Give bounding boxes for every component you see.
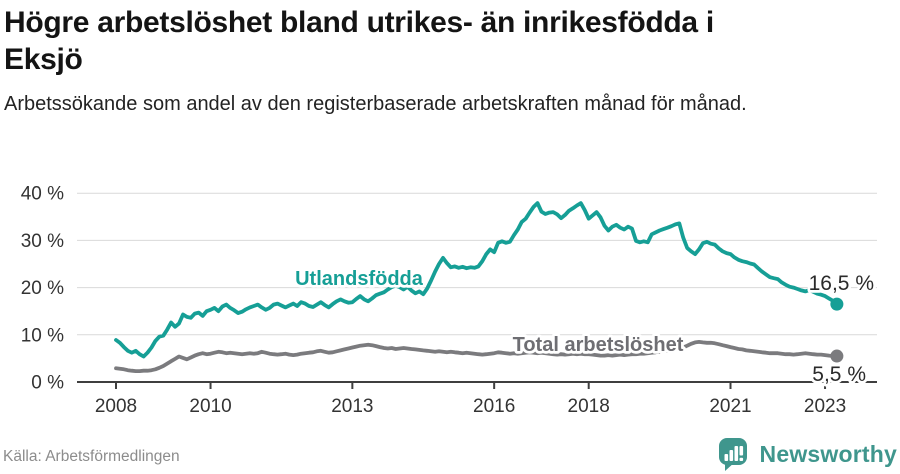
- x-axis-tick-label: 2021: [709, 396, 751, 417]
- series-end-dot-utlandsfodda: [830, 297, 844, 311]
- x-axis-tick-label: 2023: [804, 396, 846, 417]
- newsworthy-logo-icon: [718, 438, 747, 471]
- end-value-label-utlandsfodda: 16,5 %: [809, 272, 874, 295]
- newsworthy-logo-text: Newsworthy: [759, 440, 897, 467]
- end-value-label-total: 5,5 %: [812, 363, 866, 386]
- y-axis-tick-label: 0 %: [31, 373, 64, 394]
- x-axis-tick-label: 2008: [95, 396, 137, 417]
- chart-title-line1: Högre arbetslöshet bland utrikes- än inr…: [4, 6, 714, 39]
- y-axis-tick-label: 20 %: [21, 278, 64, 299]
- source-caption: Källa: Arbetsförmedlingen: [3, 448, 180, 465]
- x-axis-tick-label: 2013: [331, 396, 373, 417]
- series-label-utlandsfodda: Utlandsfödda: [295, 268, 424, 290]
- chart-title-line2: Eksjö: [4, 43, 83, 76]
- x-axis-tick-label: 2010: [189, 396, 231, 417]
- series-line-total: [114, 340, 839, 373]
- x-axis-tick-label: 2018: [568, 396, 610, 417]
- series-line-utlandsfodda: [114, 201, 839, 359]
- chart-subtitle: Arbetssökande som andel av den registerb…: [4, 93, 747, 115]
- y-axis-tick-label: 40 %: [21, 184, 64, 205]
- y-axis-tick-label: 10 %: [21, 325, 64, 346]
- series-end-dot-total: [830, 349, 844, 363]
- chart-title: Högre arbetslöshet bland utrikes- än inr…: [4, 4, 894, 78]
- series-label-total: Total arbetslöshet: [513, 334, 684, 356]
- newsworthy-brand: Newsworthy: [718, 436, 897, 472]
- x-axis-tick-label: 2016: [473, 396, 515, 417]
- y-axis-tick-label: 30 %: [21, 231, 64, 252]
